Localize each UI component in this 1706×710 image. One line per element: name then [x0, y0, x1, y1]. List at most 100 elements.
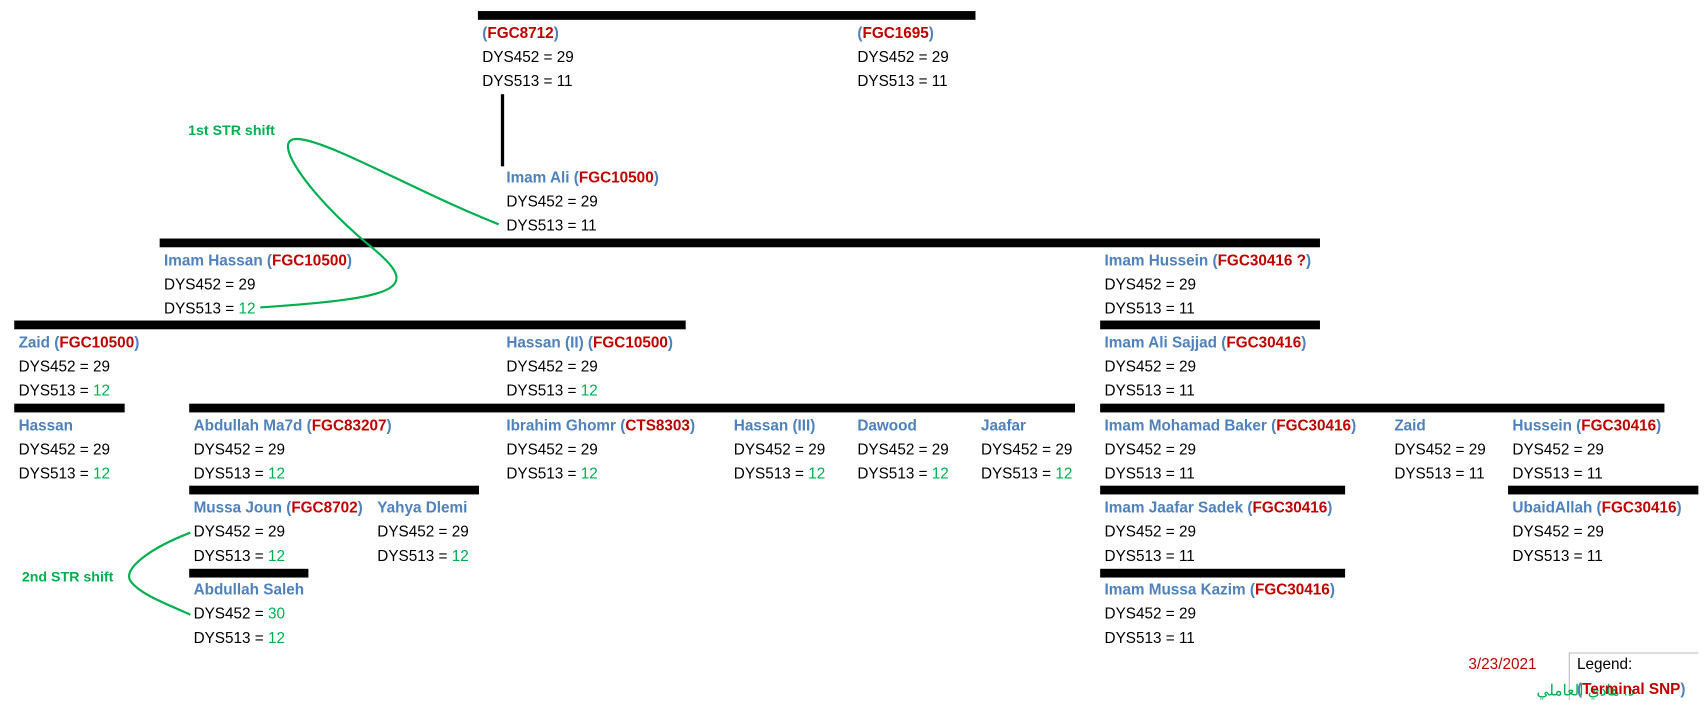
name: Ibrahim Ghomr ( — [506, 418, 626, 435]
marker-name: DYS513 = — [506, 466, 576, 483]
marker-line: DYS513 = 12 — [194, 466, 285, 483]
marker-name: DYS452 = — [1512, 442, 1582, 459]
marker-line: DYS452 = 29 — [1105, 606, 1196, 623]
marker-name: DYS452 = — [1512, 524, 1582, 541]
snp: FGC10500 — [272, 253, 347, 270]
name: ) — [1680, 681, 1685, 698]
snp: FGC10500 — [593, 335, 668, 352]
snp: FGC30416 — [1255, 582, 1330, 599]
marker-name: DYS513 = — [857, 73, 927, 90]
marker-name: DYS513 = — [194, 630, 264, 647]
legend-label: (Terminal SNP) — [1577, 681, 1686, 698]
marker-line: DYS452 = 29 — [1105, 524, 1196, 541]
marker-name: DYS452 = — [194, 442, 264, 459]
marker-value: 29 — [238, 277, 255, 294]
snp: Terminal SNP — [1582, 681, 1680, 698]
marker-name: DYS452 = — [194, 606, 264, 623]
marker-line: DYS452 = 29 — [19, 359, 110, 376]
name: ) — [134, 335, 139, 352]
node-label: Hassan (III) — [734, 418, 816, 435]
marker-line: DYS452 = 29 — [506, 442, 597, 459]
legend-title: Legend: — [1577, 656, 1632, 673]
shift-curve — [260, 137, 500, 309]
node-label: Yahya Dlemi — [377, 500, 467, 517]
marker-value: 12 — [932, 466, 949, 483]
marker-name: DYS452 = — [506, 359, 576, 376]
marker-value: 12 — [581, 383, 598, 400]
name: Jaafar — [981, 418, 1026, 435]
name: Imam Hassan ( — [164, 253, 273, 270]
bar — [1100, 403, 1665, 413]
name: ) — [554, 25, 559, 42]
marker-name: DYS513 = — [506, 383, 576, 400]
snp: FGC30416 — [1602, 500, 1677, 517]
name: ) — [1327, 500, 1332, 517]
name: Imam Jaafar Sadek ( — [1105, 500, 1254, 517]
node-label: Hassan (II) (FGC10500) — [506, 335, 673, 352]
marker-name: DYS513 = — [19, 383, 89, 400]
name: ( — [482, 25, 488, 42]
marker-name: DYS513 = — [19, 466, 89, 483]
marker-line: DYS513 = 12 — [734, 466, 825, 483]
marker-value: 11 — [932, 73, 948, 90]
marker-value: 29 — [1179, 277, 1196, 294]
bar — [14, 320, 686, 330]
name: Imam Ali Sajjad ( — [1105, 335, 1228, 352]
marker-value: 11 — [557, 73, 573, 90]
node-label: UbaidAllah (FGC30416) — [1512, 500, 1681, 517]
marker-value: 29 — [581, 193, 598, 210]
bar — [1508, 485, 1699, 495]
author: د. هادي العاملي — [1536, 682, 1634, 699]
marker-line: DYS513 = 12 — [194, 630, 285, 647]
marker-name: DYS513 = — [1105, 383, 1175, 400]
tree-node: Hussein (FGC30416) DYS452 = 29 DYS513 = 11 — [1512, 418, 1661, 483]
name: Hassan (III) — [734, 418, 816, 435]
marker-name: DYS452 = — [1105, 524, 1175, 541]
marker-value: 29 — [1587, 524, 1604, 541]
marker-value: 29 — [1179, 359, 1196, 376]
bar — [159, 238, 1320, 248]
marker-value: 29 — [93, 442, 110, 459]
bar — [189, 485, 479, 495]
marker-name: DYS452 = — [857, 442, 927, 459]
marker-value: 29 — [268, 442, 285, 459]
marker-name: DYS452 = — [1105, 359, 1175, 376]
marker-line: DYS513 = 11 — [1105, 466, 1195, 483]
node-label: Jaafar — [981, 418, 1026, 435]
node-label: Zaid (FGC10500) — [19, 335, 140, 352]
marker-line: DYS513 = 11 — [1512, 548, 1602, 565]
node-label: Imam Mussa Kazim (FGC30416) — [1105, 582, 1335, 599]
marker-line: DYS452 = 29 — [1105, 442, 1196, 459]
marker-line: DYS452 = 29 — [1512, 442, 1603, 459]
bar — [477, 11, 976, 20]
node-label: (FGC1695) — [857, 25, 934, 42]
name: ) — [929, 25, 934, 42]
marker-value: 12 — [268, 630, 285, 647]
marker-name: DYS452 = — [981, 442, 1051, 459]
bar — [189, 568, 309, 578]
marker-value: 29 — [1469, 442, 1486, 459]
tree-node: Imam Ali Sajjad (FGC30416)DYS452 = 29DYS… — [1105, 335, 1307, 400]
bar — [189, 403, 1075, 413]
name: ) — [347, 253, 352, 270]
marker-line: DYS452 = 29 — [19, 442, 110, 459]
name: ( — [857, 25, 863, 42]
bar — [500, 94, 505, 167]
marker-name: DYS513 = — [1512, 466, 1582, 483]
marker-name: DYS513 = — [1394, 466, 1464, 483]
marker-value: 29 — [1055, 442, 1072, 459]
marker-value: 11 — [1179, 301, 1195, 318]
marker-name: DYS513 = — [194, 466, 264, 483]
tree-node: Yahya Dlemi DYS452 = 29 DYS513 = 12 — [377, 500, 468, 565]
marker-name: DYS513 = — [377, 548, 447, 565]
name: Mussa Joun ( — [194, 500, 293, 517]
marker-name: DYS452 = — [1105, 277, 1175, 294]
marker-name: DYS513 = — [482, 73, 552, 90]
node-label: Hassan — [19, 418, 73, 435]
marker-value: 29 — [268, 524, 285, 541]
marker-line: DYS513 = 11 — [1105, 548, 1195, 565]
